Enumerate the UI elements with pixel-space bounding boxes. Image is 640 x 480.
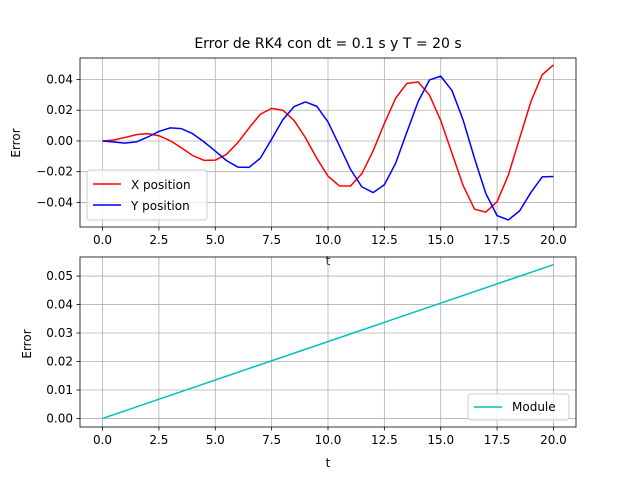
top-x-tick-label: 7.5: [262, 233, 281, 247]
top-y-tick-label: −0.02: [36, 165, 73, 179]
bottom-x-tick-label: 10.0: [315, 433, 342, 447]
top-x-tick-label: 5.0: [206, 233, 225, 247]
top-y-axis-label: Error: [9, 128, 23, 157]
bottom-y-tick-label: 0.00: [46, 411, 73, 425]
top-x-ticks: 0.0 2.5 5.0 7.5 10.0 12.5 15.0 17.5 20.0: [93, 227, 567, 247]
bottom-plot: 0.0 2.5 5.0 7.5 10.0 12.5 15.0 17.5 20.0 0.050.0…: [20, 256, 577, 470]
bottom-y-tick-label: 0.02: [46, 355, 73, 369]
bottom-x-tick-label: 17.5: [484, 433, 511, 447]
bottom-legend: Module: [467, 393, 570, 421]
bottom-series-lines: [102, 263, 554, 420]
series-line-x-position: [102, 64, 554, 213]
top-y-tick-label: 0.04: [46, 73, 73, 87]
top-plot: Error de RK4 con dt = 0.1 s y T = 20 s 0…: [9, 36, 577, 268]
top-y-ticks: 0.04 0.02 0.00 −0.02 −0.04: [36, 73, 80, 209]
bottom-y-tick-label: 0.04: [46, 298, 73, 312]
legend-label-x-position: X position: [131, 178, 191, 192]
top-x-tick-label: 15.0: [427, 233, 454, 247]
bottom-gridlines: [80, 257, 576, 427]
bottom-legend-box: [467, 393, 570, 421]
top-y-tick-label: 0.02: [46, 103, 73, 117]
series-line-y-position: [102, 75, 554, 221]
top-gridlines: [80, 58, 576, 227]
legend-label-module: Module: [512, 400, 556, 414]
top-title: Error de RK4 con dt = 0.1 s y T = 20 s: [194, 36, 461, 52]
bottom-x-ticks: 0.0 2.5 5.0 7.5 10.0 12.5 15.0 17.5 20.0: [93, 427, 567, 447]
bottom-x-tick-label: 20.0: [540, 433, 567, 447]
top-x-tick-label: 12.5: [371, 233, 398, 247]
top-x-tick-label: 2.5: [149, 233, 168, 247]
bottom-x-tick-label: 15.0: [427, 433, 454, 447]
bottom-y-tick-label: 0.01: [46, 383, 73, 397]
bottom-x-tick-label: 12.5: [371, 433, 398, 447]
top-x-tick-label: 10.0: [315, 233, 342, 247]
top-legend-box: [86, 169, 208, 221]
bottom-x-tick-label: 7.5: [262, 433, 281, 447]
top-x-tick-label: 20.0: [540, 233, 567, 247]
top-x-tick-label: 17.5: [484, 233, 511, 247]
bottom-y-axis-label: Error: [20, 329, 34, 358]
series-line-module: [102, 263, 554, 420]
bottom-x-tick-label: 2.5: [149, 433, 168, 447]
bottom-x-tick-label: 5.0: [206, 433, 225, 447]
top-series-lines: [102, 64, 554, 221]
bottom-x-tick-label: 0.0: [93, 433, 112, 447]
bottom-y-tick-label: 0.03: [46, 326, 73, 340]
top-y-tick-label: −0.04: [36, 195, 73, 209]
bottom-x-axis-label: t: [326, 456, 331, 470]
top-x-tick-label: 0.0: [93, 233, 112, 247]
legend-label-y-position: Y position: [130, 199, 190, 213]
bottom-y-tick-label: 0.05: [46, 269, 73, 283]
top-y-tick-label: 0.00: [46, 134, 73, 148]
top-legend: X position Y position: [86, 169, 208, 221]
bottom-y-ticks: 0.05 0.04 0.03 0.02 0.01 0.00: [46, 269, 80, 425]
